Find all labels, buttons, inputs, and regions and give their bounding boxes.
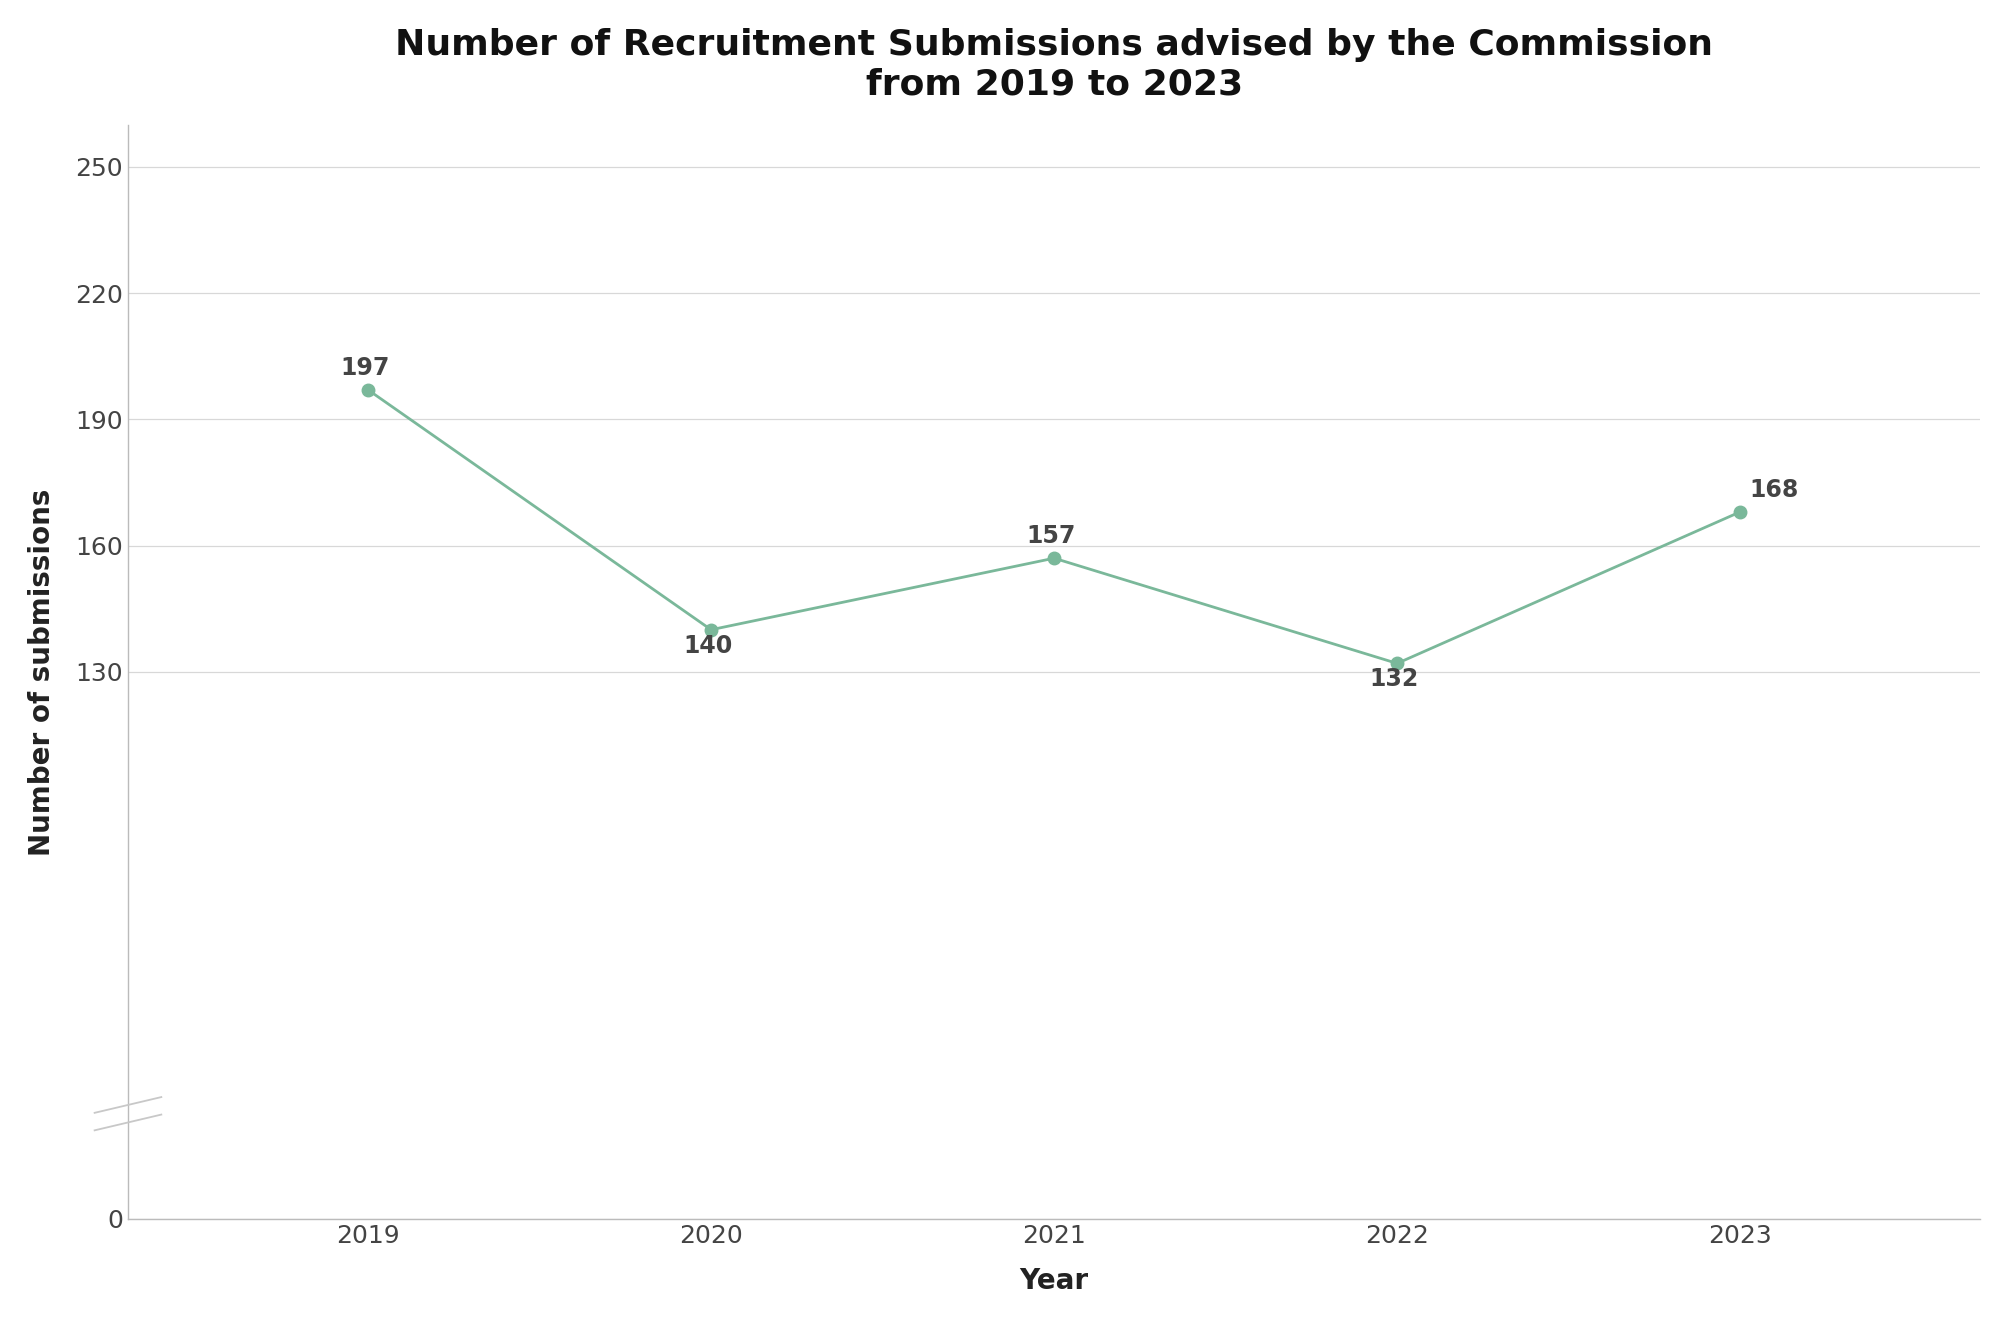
- Text: 168: 168: [1748, 478, 1798, 503]
- Text: 157: 157: [1026, 524, 1076, 549]
- Text: 132: 132: [1369, 667, 1417, 691]
- Y-axis label: Number of submissions: Number of submissions: [28, 488, 56, 856]
- X-axis label: Year: Year: [1020, 1267, 1088, 1295]
- Text: 197: 197: [339, 356, 389, 380]
- Title: Number of Recruitment Submissions advised by the Commission
from 2019 to 2023: Number of Recruitment Submissions advise…: [395, 28, 1712, 101]
- Text: 140: 140: [682, 634, 733, 658]
